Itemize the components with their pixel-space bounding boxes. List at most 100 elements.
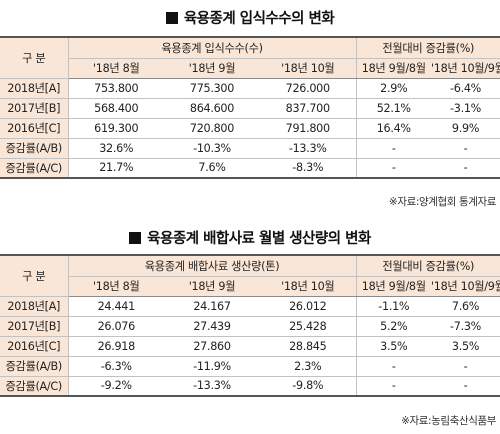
table-row: 2016년[C] 26.918 27.860 28.845 3.5% 3.5%	[0, 336, 500, 357]
table-cell: 775.300	[164, 78, 260, 99]
table-cell: -3.1%	[431, 98, 500, 119]
table-cell: -7.3%	[431, 316, 500, 337]
table2: 구 분 육용종계 배합사료 생산량(톤) 전월대비 증감률(%) '18년 8월…	[0, 254, 500, 397]
table2-head-label: 구 분	[0, 254, 69, 297]
table1-subheader-row: '18년 8월 '18년 9월 '18년 10월 18년 9월/8월 '18년 …	[0, 58, 500, 79]
row-label: 증감률(A/C)	[0, 158, 69, 179]
table-cell: 24.441	[68, 296, 164, 317]
table-cell: 753.800	[68, 78, 164, 99]
table1-col-header: '18년 10월/9월	[431, 58, 500, 79]
table2-title: 육용종계 배합사료 월별 생산량의 변화	[0, 229, 500, 249]
table1-col-header: '18년 8월	[68, 58, 164, 79]
table1-title-text: 육용종계 입식수수의 변화	[183, 11, 335, 27]
table2-header-row: 구 분 육용종계 배합사료 생산량(톤) 전월대비 증감률(%)	[0, 254, 500, 297]
row-label: 2016년[C]	[0, 336, 69, 357]
table-row: 증감률(A/C) 21.7% 7.6% -8.3% - -	[0, 158, 500, 179]
table-cell: -9.2%	[68, 376, 164, 397]
table-cell: 7.6%	[164, 158, 260, 179]
table-cell: 32.6%	[68, 138, 164, 159]
table-row: 증감률(A/B) 32.6% -10.3% -13.3% - -	[0, 138, 500, 159]
table-row: 2017년[B] 26.076 27.439 25.428 5.2% -7.3%	[0, 316, 500, 337]
table-cell: 52.1%	[355, 98, 431, 119]
table-cell: -10.3%	[164, 138, 260, 159]
table-cell: -9.8%	[260, 376, 356, 397]
table-cell: 26.012	[260, 296, 356, 317]
table-cell: 791.800	[260, 118, 356, 139]
table-cell: 619.300	[68, 118, 164, 139]
table-cell: -	[431, 356, 500, 377]
table-cell: 568.400	[68, 98, 164, 119]
table1-title: 육용종계 입식수수의 변화	[0, 9, 500, 29]
table-cell: 27.439	[164, 316, 260, 337]
row-label: 증감률(A/B)	[0, 356, 69, 377]
table1-col-header: '18년 10월	[260, 58, 356, 79]
table2-source: ※자료:농림축산식품부	[401, 415, 496, 427]
table-cell: -	[431, 158, 500, 179]
table-row: 증감률(A/B) -6.3% -11.9% 2.3% - -	[0, 356, 500, 377]
table1-source: ※자료:양계협회 통계자료	[388, 196, 496, 208]
table-cell: 9.9%	[431, 118, 500, 139]
table-cell: -	[355, 356, 431, 377]
table-cell: 2.9%	[355, 78, 431, 99]
table-cell: -6.3%	[68, 356, 164, 377]
table-cell: 5.2%	[355, 316, 431, 337]
table1-head-label: 구 분	[0, 36, 69, 79]
table1: 구 분 육용종계 입식수수(수) 전월대비 증감률(%) '18년 8월 '18…	[0, 36, 500, 179]
table-row: 증감률(A/C) -9.2% -13.3% -9.8% - -	[0, 376, 500, 397]
table2-col-header: '18년 9월	[164, 276, 260, 297]
square-bullet-icon	[165, 12, 178, 24]
row-label: 2017년[B]	[0, 316, 69, 337]
table-row: 2018년[A] 753.800 775.300 726.000 2.9% -6…	[0, 78, 500, 99]
table2-group2-header: 전월대비 증감률(%)	[355, 254, 500, 277]
table-cell: 837.700	[260, 98, 356, 119]
table1-header-row: 구 분 육용종계 입식수수(수) 전월대비 증감률(%)	[0, 36, 500, 79]
table-cell: 2.3%	[260, 356, 356, 377]
table-cell: 25.428	[260, 316, 356, 337]
table-cell: -	[355, 376, 431, 397]
table-cell: -8.3%	[260, 158, 356, 179]
table-cell: -	[355, 158, 431, 179]
table-cell: 16.4%	[355, 118, 431, 139]
table2-subheader-row: '18년 8월 '18년 9월 '18년 10월 18년 9월/8월 '18년 …	[0, 276, 500, 297]
table-cell: 27.860	[164, 336, 260, 357]
table2-title-text: 육용종계 배합사료 월별 생산량의 변화	[147, 231, 371, 247]
table1-col-header: 18년 9월/8월	[355, 58, 431, 79]
table2-col-header: 18년 9월/8월	[355, 276, 431, 297]
table1-group1-header: 육용종계 입식수수(수)	[68, 36, 356, 59]
square-bullet-icon	[129, 232, 142, 244]
table-cell: 3.5%	[355, 336, 431, 357]
row-label: 2016년[C]	[0, 118, 69, 139]
table-row: 2017년[B] 568.400 864.600 837.700 52.1% -…	[0, 98, 500, 119]
row-label: 2018년[A]	[0, 296, 69, 317]
table-cell: 7.6%	[431, 296, 500, 317]
table-cell: 864.600	[164, 98, 260, 119]
table-cell: -	[355, 138, 431, 159]
table1-col-header: '18년 9월	[164, 58, 260, 79]
table-cell: -6.4%	[431, 78, 500, 99]
row-label: 증감률(A/C)	[0, 376, 69, 397]
table-cell: 720.800	[164, 118, 260, 139]
table-row: 2016년[C] 619.300 720.800 791.800 16.4% 9…	[0, 118, 500, 139]
table-cell: -	[431, 138, 500, 159]
table-cell: -1.1%	[355, 296, 431, 317]
table2-group1-header: 육용종계 배합사료 생산량(톤)	[68, 254, 356, 277]
row-label: 2017년[B]	[0, 98, 69, 119]
table-cell: -13.3%	[164, 376, 260, 397]
table-cell: 26.076	[68, 316, 164, 337]
table2-col-header: '18년 10월/9월	[431, 276, 500, 297]
row-label: 2018년[A]	[0, 78, 69, 99]
table-cell: -11.9%	[164, 356, 260, 377]
table-cell: 3.5%	[431, 336, 500, 357]
table2-col-header: '18년 10월	[260, 276, 356, 297]
table-cell: 26.918	[68, 336, 164, 357]
table2-col-header: '18년 8월	[68, 276, 164, 297]
table1-group2-header: 전월대비 증감률(%)	[355, 36, 500, 59]
table-cell: -	[431, 376, 500, 397]
table-row: 2018년[A] 24.441 24.167 26.012 -1.1% 7.6%	[0, 296, 500, 317]
table-cell: 28.845	[260, 336, 356, 357]
table-cell: 726.000	[260, 78, 356, 99]
table-cell: 21.7%	[68, 158, 164, 179]
table-cell: 24.167	[164, 296, 260, 317]
table-cell: -13.3%	[260, 138, 356, 159]
row-label: 증감률(A/B)	[0, 138, 69, 159]
